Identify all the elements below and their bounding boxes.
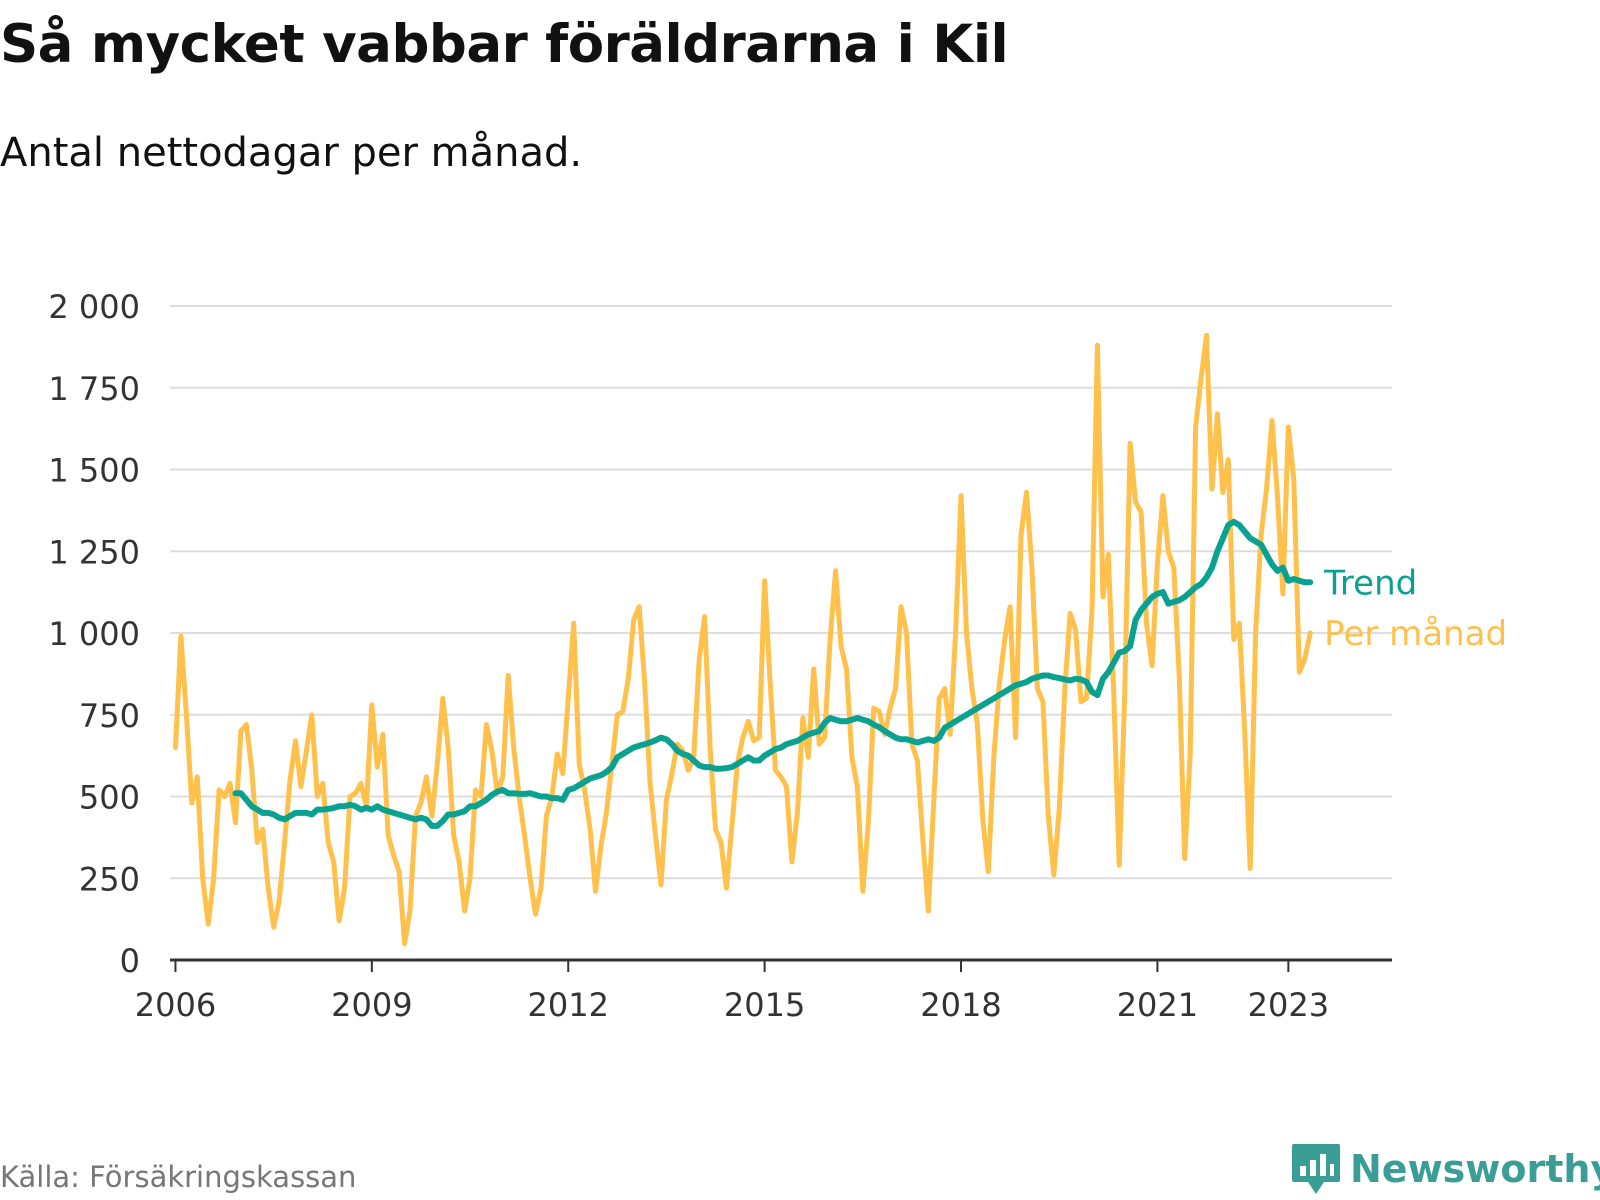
gridlines	[170, 305, 1392, 880]
legend-labels: Per månad Trend	[1323, 563, 1507, 654]
x-tick-label: 2023	[1248, 986, 1329, 1024]
y-axis-ticks: 0 250 500 750 1 000 1 250 1 500 1 750 2 000	[48, 288, 140, 980]
series-lines	[173, 332, 1314, 947]
newsworthy-icon	[1292, 1144, 1340, 1194]
brand-logo[interactable]: Newsworthy	[1290, 1142, 1600, 1196]
series-label-per-m-nad: Per månad	[1324, 614, 1507, 654]
x-tick-label: 2018	[920, 986, 1001, 1024]
x-tick-label: 2009	[331, 986, 412, 1024]
y-tick-label: 1 250	[48, 533, 140, 571]
series-line-trend	[232, 518, 1314, 829]
y-tick-label: 750	[79, 697, 140, 735]
x-axis: 2006 2009 2012 2015 2018 2021 2023	[135, 958, 1392, 1024]
series-line-per-m-nad	[173, 332, 1313, 947]
series-label-trend: Trend	[1323, 563, 1417, 603]
source-note: Källa: Försäkringskassan	[0, 1160, 357, 1194]
y-tick-label: 1 750	[48, 370, 140, 408]
x-tick-label: 2006	[135, 986, 216, 1024]
y-tick-label: 1 000	[48, 615, 140, 653]
y-tick-label: 2 000	[48, 288, 140, 326]
brand-name: Newsworthy	[1350, 1147, 1600, 1191]
y-tick-label: 1 500	[48, 452, 140, 490]
y-tick-label: 250	[79, 860, 140, 898]
y-tick-label: 500	[79, 779, 140, 817]
x-tick-label: 2021	[1117, 986, 1198, 1024]
x-tick-label: 2012	[528, 986, 609, 1024]
x-tick-label: 2015	[724, 986, 805, 1024]
chart-subtitle: Antal nettodagar per månad.	[0, 130, 583, 176]
y-tick-label: 0	[120, 942, 140, 980]
chart-title: Så mycket vabbar föräldrarna i Kil	[0, 14, 1009, 75]
